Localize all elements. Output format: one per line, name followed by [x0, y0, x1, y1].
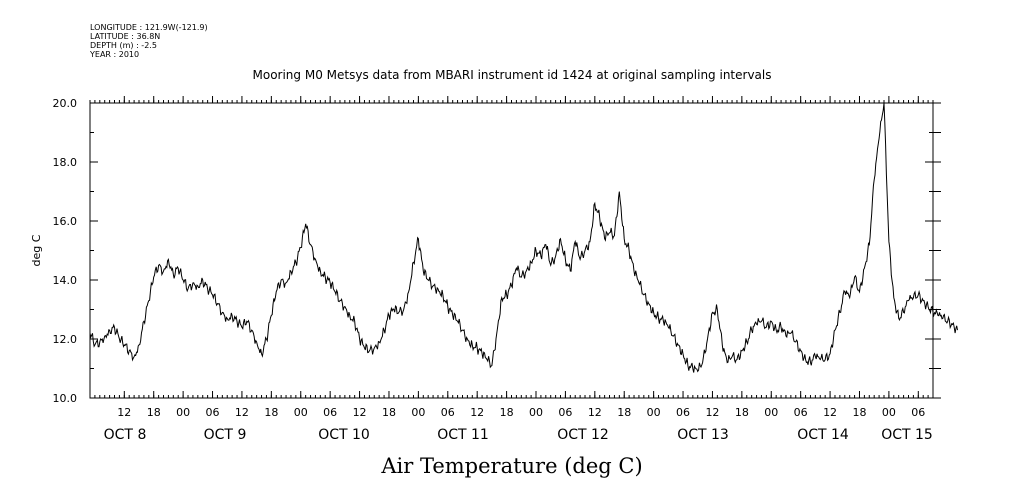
- xtick-label: 18: [264, 406, 278, 419]
- xtick-label: 00: [882, 406, 896, 419]
- y-axis-label: deg C: [30, 234, 43, 266]
- xtick-label: 06: [206, 406, 220, 419]
- xtick-label: 06: [441, 406, 455, 419]
- xtick-label: 12: [117, 406, 131, 419]
- xtick-label: 06: [794, 406, 808, 419]
- chart-title: Mooring M0 Metsys data from MBARI instru…: [252, 68, 772, 82]
- ytick-label: 20.0: [53, 97, 78, 110]
- day-label: OCT 9: [204, 427, 247, 443]
- xtick-label: 00: [411, 406, 425, 419]
- xtick-label: 18: [500, 406, 514, 419]
- xtick-label: 12: [705, 406, 719, 419]
- xtick-label: 06: [911, 406, 925, 419]
- ytick-label: 16.0: [53, 215, 78, 228]
- xtick-label: 12: [588, 406, 602, 419]
- bottom-title: Air Temperature (deg C): [381, 454, 643, 478]
- day-label: OCT 8: [104, 427, 147, 443]
- xtick-label: 18: [382, 406, 396, 419]
- xtick-label: 00: [294, 406, 308, 419]
- day-label: OCT 14: [797, 427, 849, 443]
- ytick-label: 18.0: [53, 156, 78, 169]
- day-label: OCT 13: [677, 427, 729, 443]
- xtick-label: 00: [176, 406, 190, 419]
- xtick-label: 18: [617, 406, 631, 419]
- day-label: OCT 10: [318, 427, 370, 443]
- xtick-label: 18: [735, 406, 749, 419]
- day-label: OCT 12: [557, 427, 609, 443]
- xtick-label: 06: [558, 406, 572, 419]
- day-label: OCT 11: [437, 427, 489, 443]
- xtick-label: 12: [823, 406, 837, 419]
- xtick-label: 18: [147, 406, 161, 419]
- xtick-label: 12: [353, 406, 367, 419]
- series-line-air-temperature: [89, 102, 958, 373]
- xtick-label: 12: [470, 406, 484, 419]
- header-latitude: LATITUDE : 36.8N: [90, 32, 161, 41]
- ytick-label: 10.0: [53, 392, 78, 405]
- plot-frame: [89, 102, 934, 399]
- xtick-label: 00: [529, 406, 543, 419]
- xtick-label: 12: [235, 406, 249, 419]
- xtick-label: 18: [852, 406, 866, 419]
- xtick-label: 06: [323, 406, 337, 419]
- ytick-label: 12.0: [53, 333, 78, 346]
- header-depth: DEPTH (m) : -2.5: [90, 41, 157, 50]
- ytick-label: 14.0: [53, 274, 78, 287]
- xtick-label: 00: [764, 406, 778, 419]
- xtick-label: 06: [676, 406, 690, 419]
- header-longitude: LONGITUDE : 121.9W(-121.9): [90, 23, 208, 32]
- header-year: YEAR : 2010: [90, 50, 140, 59]
- day-label: OCT 15: [881, 427, 933, 443]
- xtick-label: 00: [647, 406, 661, 419]
